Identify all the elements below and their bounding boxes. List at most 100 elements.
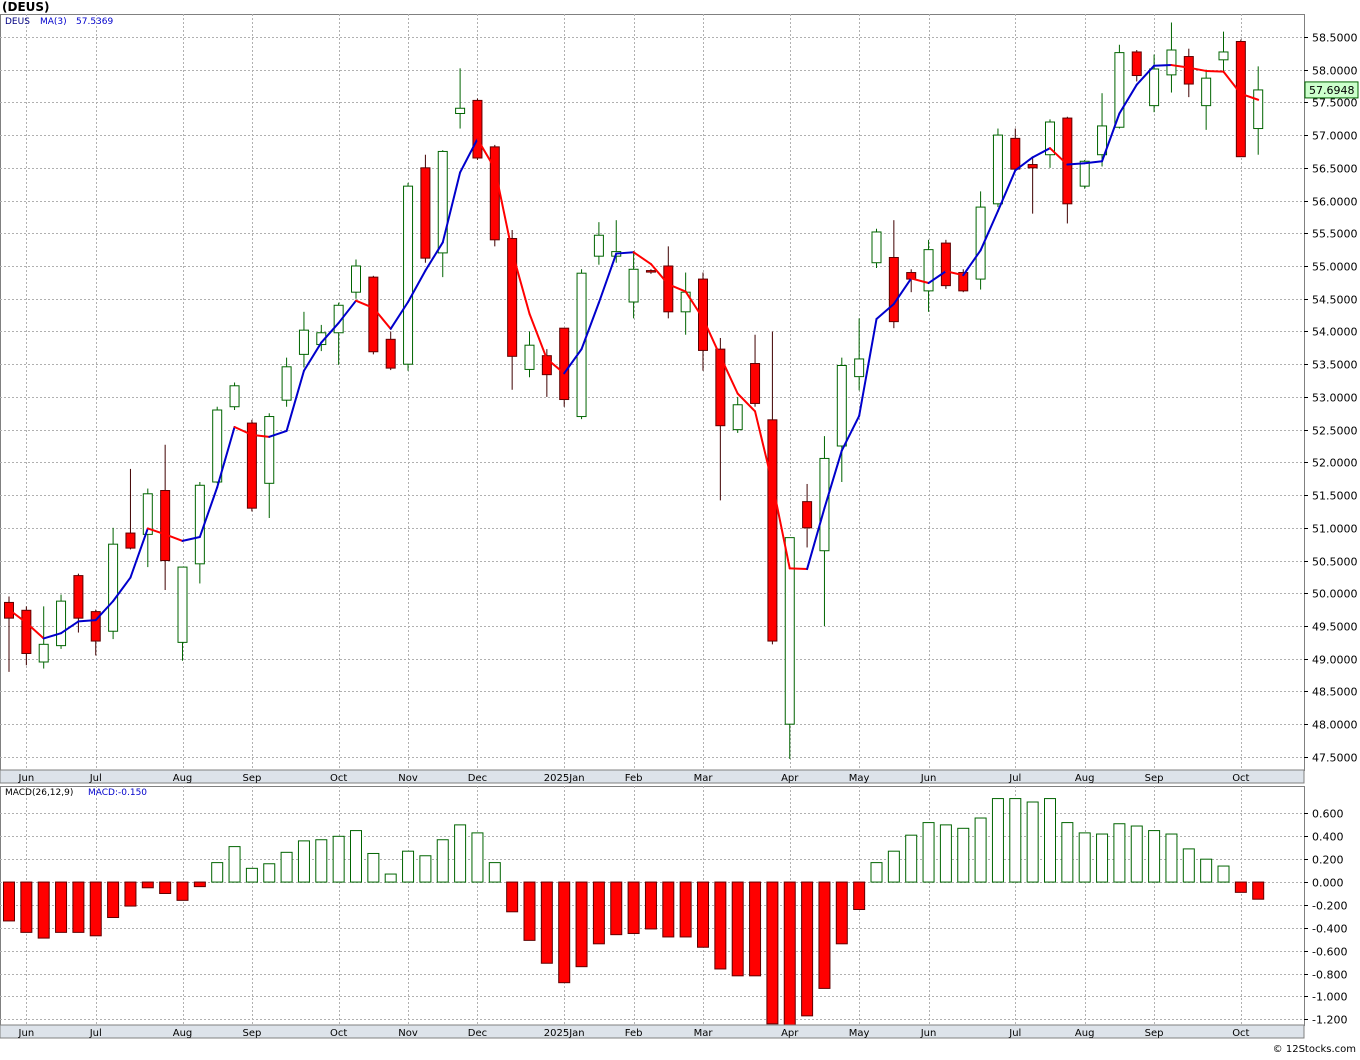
panel-labels: DEUS MA(3) 57.5369 MACD(26,12,9) MACD:-0… xyxy=(5,17,147,798)
macd-bar xyxy=(870,862,883,883)
x-tick-label: Oct xyxy=(1232,773,1249,784)
candle-body xyxy=(1201,77,1212,107)
ma3-segment xyxy=(996,169,1017,213)
ma3-segment xyxy=(476,138,496,170)
x-tick-label: Jun xyxy=(18,773,35,784)
price-tick-label: 51.5000 xyxy=(1312,490,1358,503)
ma3-segment xyxy=(146,527,167,536)
candle-body xyxy=(455,107,466,114)
ma3-segment xyxy=(320,321,340,344)
candle-body xyxy=(593,234,604,257)
candle-body xyxy=(750,363,761,404)
candle xyxy=(90,609,101,656)
macd-bar xyxy=(714,881,727,970)
macd-bar xyxy=(37,881,50,939)
candle-body xyxy=(975,206,986,280)
price-tick-label: 53.5000 xyxy=(1312,359,1358,372)
ma3-segment xyxy=(858,318,878,417)
candle xyxy=(298,311,309,368)
candle-body xyxy=(888,256,899,323)
macd-bar xyxy=(592,881,605,945)
candle xyxy=(1183,48,1194,98)
ma3-segment xyxy=(632,251,652,266)
candle xyxy=(645,269,656,274)
candle xyxy=(975,191,986,290)
macd-y-axis: 0.600 0.400 0.200 0.000 -0.200 -0.400 -0.600 -0… xyxy=(1304,808,1347,1027)
candle-body xyxy=(437,150,448,254)
ma3-segment xyxy=(372,306,392,330)
ma3-segment xyxy=(840,414,861,452)
price-tick-label: 54.5000 xyxy=(1312,294,1358,307)
macd-bar xyxy=(905,834,918,883)
candle-body xyxy=(38,643,49,663)
ma3-segment xyxy=(1049,147,1069,166)
x-tick-label: Aug xyxy=(1075,1028,1095,1039)
macd-tick-label: -0.400 xyxy=(1312,923,1347,936)
ma3-segment xyxy=(424,241,444,272)
macd-bar xyxy=(211,862,224,883)
macd-tick-label: -1.200 xyxy=(1312,1014,1347,1027)
ma3-segment xyxy=(667,283,687,293)
x-tick-label: Jun xyxy=(920,1028,937,1039)
macd-bar xyxy=(1217,865,1230,883)
candle-body xyxy=(507,238,518,357)
candle-body xyxy=(645,270,656,273)
candle xyxy=(1131,50,1142,82)
candle-body xyxy=(1149,68,1160,107)
candle xyxy=(281,357,292,407)
price-tick-label: 51.0000 xyxy=(1312,523,1358,536)
candle-body xyxy=(541,355,552,376)
x-tick-label: Nov xyxy=(398,773,418,784)
candle-body xyxy=(333,304,344,334)
candle-body xyxy=(628,268,639,303)
x-tick-label: Jun xyxy=(920,773,937,784)
candle-body xyxy=(125,532,136,549)
ma3-segment xyxy=(788,567,809,571)
macd-bar xyxy=(1165,833,1178,883)
ma3-segment xyxy=(1222,70,1242,95)
macd-bar xyxy=(384,873,397,883)
candle-body xyxy=(576,272,587,418)
candle xyxy=(992,128,1003,208)
price-tick-label: 58.5000 xyxy=(1312,32,1358,45)
ma3-segment xyxy=(875,302,895,321)
x-tick-label: Feb xyxy=(625,1028,643,1039)
ma3-segment xyxy=(736,392,757,413)
candle xyxy=(56,594,67,649)
macd-bars xyxy=(3,798,1265,1034)
candle-body xyxy=(177,566,188,643)
candle xyxy=(489,144,500,247)
macd-bar xyxy=(957,827,970,883)
price-tick-label: 48.5000 xyxy=(1312,686,1358,699)
candle xyxy=(1079,159,1090,189)
candle-body xyxy=(992,134,1003,205)
candle xyxy=(420,154,431,263)
macd-bar xyxy=(1182,848,1195,883)
ma3-segment xyxy=(459,138,479,174)
ma3-segment xyxy=(60,620,80,635)
candle-body xyxy=(1131,51,1142,77)
ma3-segment xyxy=(94,600,115,622)
price-tick-label: 54.0000 xyxy=(1312,326,1358,339)
candle-body xyxy=(264,416,275,484)
x-tick-label: May xyxy=(849,1028,870,1039)
candle xyxy=(750,334,761,407)
macd-label: MACD(26,12,9) xyxy=(5,788,73,798)
ma3-segment xyxy=(441,171,462,244)
price-tick-label: 55.0000 xyxy=(1312,261,1358,274)
price-frame xyxy=(0,14,1305,771)
candle-body xyxy=(194,484,205,565)
x-tick-label: Dec xyxy=(468,773,487,784)
ma3-segment xyxy=(1066,162,1086,166)
candle xyxy=(1149,54,1160,113)
x-tick-label: Sep xyxy=(242,1028,261,1039)
candle-body xyxy=(836,364,847,447)
candle xyxy=(871,228,882,268)
candle-body xyxy=(871,231,882,264)
candle-body xyxy=(923,249,934,292)
candle-body xyxy=(1097,125,1108,156)
macd-bar xyxy=(644,881,657,930)
price-tick-label: 49.5000 xyxy=(1312,621,1358,634)
macd-tick-label: 0.200 xyxy=(1312,854,1344,867)
